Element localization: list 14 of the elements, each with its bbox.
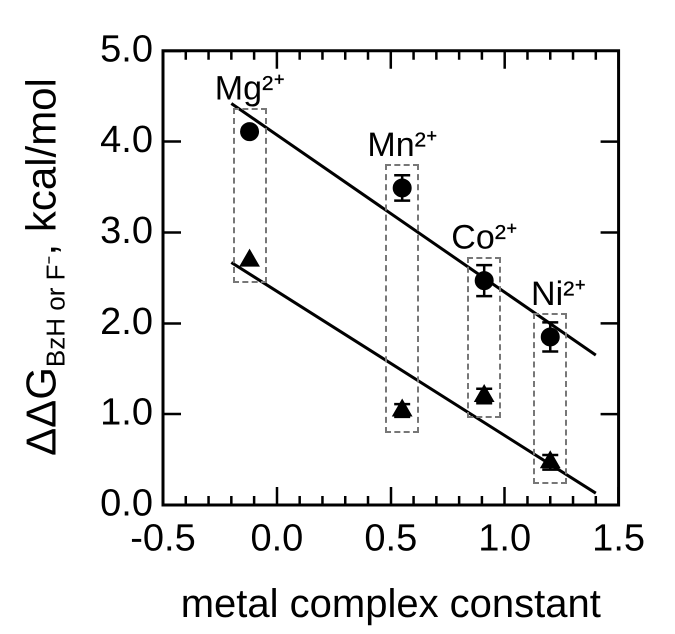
x-tick-label: 1.5 <box>592 517 645 560</box>
annotation: Mn²⁺ <box>367 126 437 164</box>
annotation: Mg²⁺ <box>214 70 284 108</box>
y-tick-label: 4.0 <box>100 119 153 162</box>
annotation: Ni²⁺ <box>531 274 586 313</box>
x-tick-label: 0.0 <box>250 517 304 560</box>
y-tick-label: 1.0 <box>100 392 153 434</box>
x-axis-title: metal complex constant <box>180 582 601 626</box>
y-tick-label: 3.0 <box>100 210 153 252</box>
x-tick-label: 1.0 <box>478 517 532 560</box>
y-tick-label: 2.0 <box>100 300 153 343</box>
annotation: Co²⁺ <box>451 218 518 257</box>
x-tick-label: 0.5 <box>364 517 418 560</box>
y-tick-label: 5.0 <box>100 28 153 70</box>
